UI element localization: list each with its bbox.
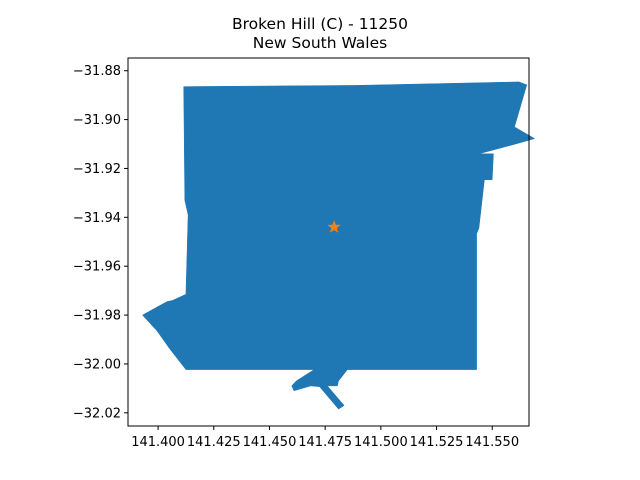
- y-tick-label: −31.96: [73, 260, 121, 275]
- y-tick-label: −31.88: [73, 64, 121, 79]
- x-axis: 141.400 141.425 141.450 141.475 141.500 141.5…: [131, 426, 519, 450]
- x-tick-label: 141.450: [243, 435, 297, 450]
- y-tick-label: −32.02: [73, 406, 121, 421]
- y-tick-label: −31.94: [73, 211, 121, 226]
- x-tick-label: 141.550: [465, 435, 519, 450]
- x-tick-label: 141.475: [298, 435, 352, 450]
- y-tick-label: −32.00: [73, 357, 121, 372]
- x-tick-label: 141.400: [131, 435, 185, 450]
- x-tick-label: 141.525: [410, 435, 464, 450]
- y-tick-label: −31.98: [73, 309, 121, 324]
- y-tick-label: −31.92: [73, 162, 121, 177]
- region-boundary: [142, 81, 536, 410]
- chart-subtitle: New South Wales: [252, 34, 388, 52]
- y-tick-label: −31.90: [73, 113, 121, 128]
- axes-frame: [127, 57, 530, 427]
- region-layer: [142, 81, 536, 410]
- x-tick-label: 141.500: [354, 435, 408, 450]
- centroid-star-marker: [327, 220, 341, 233]
- y-axis: −31.88 −31.90 −31.92 −31.94 −31.96 −31.98 −32.…: [73, 64, 128, 421]
- x-tick-label: 141.425: [187, 435, 241, 450]
- chart-title: Broken Hill (C) - 11250: [231, 15, 409, 33]
- marker-layer: [327, 220, 341, 233]
